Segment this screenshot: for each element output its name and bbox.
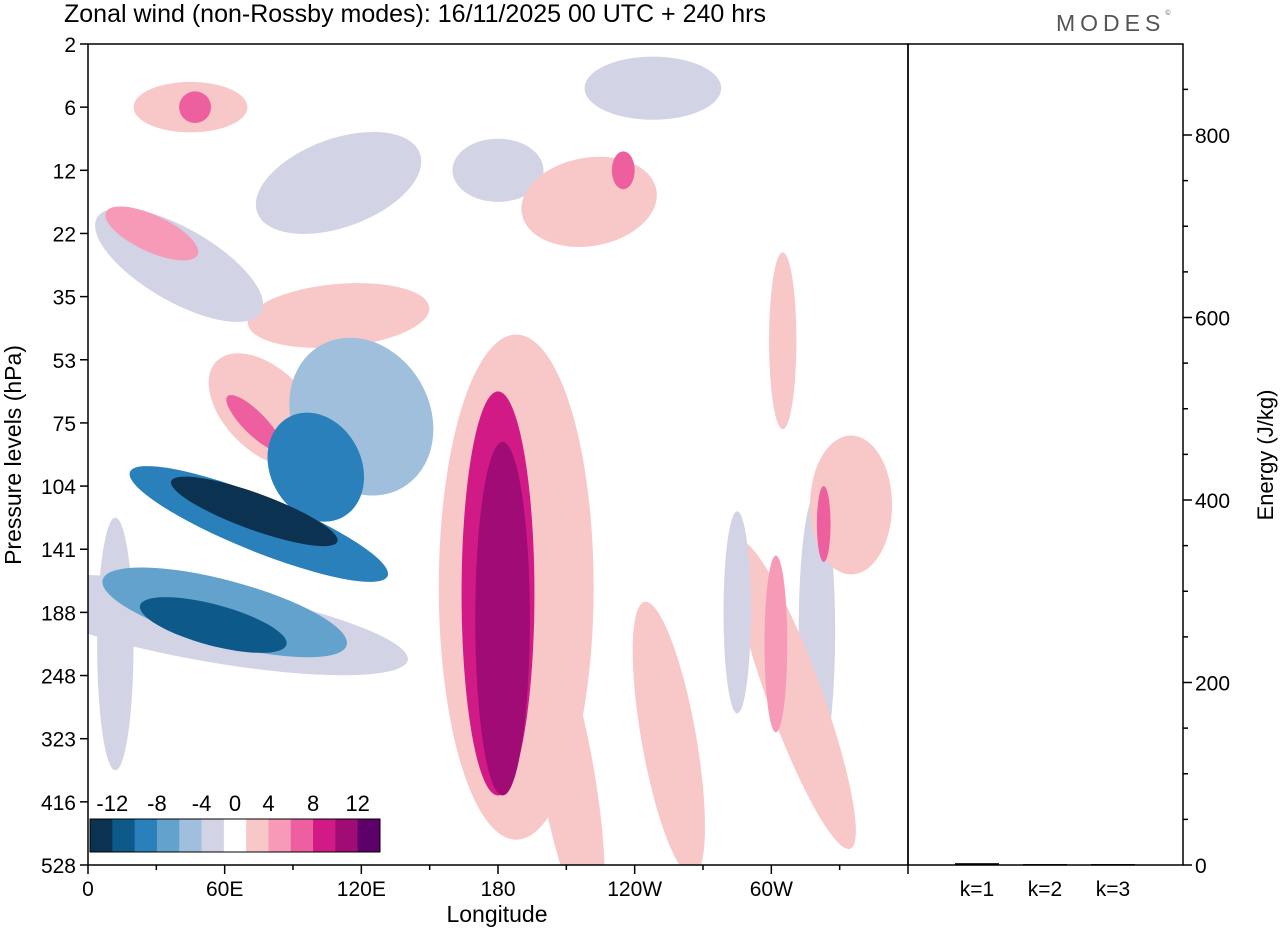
contour-blob [584, 56, 722, 120]
x-tick-label: 120W [607, 878, 662, 901]
contour-blob [475, 441, 530, 796]
contour-blob [816, 486, 831, 562]
contour-blob [105, 206, 199, 261]
colorbar-label: 0 [229, 791, 241, 816]
x-tick-label: 180 [480, 878, 515, 901]
energy-tick-label: 400 [1195, 490, 1230, 513]
brand-name: MODES [1056, 10, 1166, 36]
y-tick-label: 323 [41, 729, 76, 752]
colorbar-label: 12 [345, 791, 369, 816]
colorbar-swatch [290, 819, 314, 852]
colorbar-frame [89, 818, 381, 853]
contour-blob [267, 412, 365, 522]
colorbar-swatch [112, 819, 136, 852]
x-axis-label: Longitude [446, 901, 547, 927]
colorbar-swatch [179, 819, 203, 852]
contour-blob [732, 539, 856, 850]
energy-category-label: k=1 [960, 878, 994, 901]
x-tick-label: 60E [206, 878, 243, 901]
contour-blob [810, 435, 893, 575]
colorbar-label: -12 [96, 791, 128, 816]
colorbar-swatch [223, 819, 247, 852]
y-tick-label: 22 [53, 223, 76, 246]
contour-blob [179, 91, 211, 123]
y-axis-label: Pressure levels (hPa) [0, 345, 26, 565]
y-tick-label: 6 [64, 97, 76, 120]
y-tick-label: 53 [53, 350, 76, 373]
contour-blob [723, 511, 751, 714]
colorbar-swatch [246, 819, 269, 852]
chart-title: Zonal wind (non-Rossby modes): 16/11/202… [64, 0, 766, 28]
contour-blob [611, 151, 635, 190]
x-tick-label: 0 [82, 878, 94, 901]
contour-blob [170, 476, 338, 547]
contour-blob [632, 601, 705, 865]
x-tick-label: 60W [750, 878, 793, 901]
contour-blob [247, 283, 430, 349]
contour-blob [255, 131, 422, 234]
colorbar-label: 4 [262, 791, 274, 816]
colorbar-label: -8 [147, 791, 167, 816]
contour-blob [769, 252, 797, 430]
colorbar-swatch [313, 819, 336, 852]
energy-tick-label: 0 [1195, 855, 1207, 878]
contour-blob [764, 555, 788, 733]
colorbar-swatch [134, 819, 158, 852]
brand-logo: MODES© [1056, 10, 1171, 37]
y-tick-label: 104 [41, 476, 76, 499]
colorbar-swatch [357, 819, 381, 852]
contour-blob [452, 138, 544, 202]
colorbar-swatch [90, 819, 113, 852]
energy-axis-label: Energy (J/kg) [1253, 390, 1278, 521]
y-tick-label: 188 [41, 602, 76, 625]
colorbar-swatch [268, 819, 292, 852]
energy-category-label: k=2 [1028, 878, 1062, 901]
energy-frame [907, 43, 1184, 866]
y-tick-label: 248 [41, 666, 76, 689]
y-tick-label: 35 [53, 287, 76, 310]
y-tick-label: 416 [41, 792, 76, 815]
colorbar: -12 -8 -4 0 4 8 12 [89, 791, 381, 853]
y-tick-label: 2 [64, 34, 76, 57]
contour-blob [97, 517, 134, 771]
colorbar-swatch [335, 819, 359, 852]
colorbar-swatch [156, 819, 180, 852]
colorbar-label: -4 [192, 791, 212, 816]
y-tick-label: 528 [41, 855, 76, 878]
contour-blob [139, 597, 287, 653]
energy-tick-label: 600 [1195, 308, 1230, 331]
energy-bar-k=1 [955, 863, 999, 865]
y-tick-label: 75 [53, 413, 76, 436]
axes [80, 43, 1192, 874]
contour-field [88, 56, 893, 865]
contour-blob [226, 394, 283, 451]
y-tick-label: 12 [53, 160, 76, 183]
energy-tick-label: 800 [1195, 125, 1230, 148]
x-tick-label: 120E [337, 878, 386, 901]
energy-category-label: k=3 [1096, 878, 1130, 901]
colorbar-swatch [201, 819, 225, 852]
contour-blob [527, 614, 605, 865]
energy-tick-label: 200 [1195, 673, 1230, 696]
colorbar-label: 8 [307, 791, 319, 816]
y-tick-label: 141 [41, 539, 76, 562]
brand-mark: © [1165, 10, 1171, 17]
